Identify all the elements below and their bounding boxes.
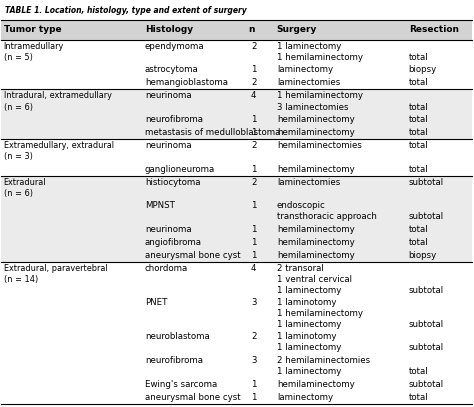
Text: subtotal: subtotal — [409, 177, 444, 187]
Text: 2 transoral
1 ventral cervical
1 laminectomy: 2 transoral 1 ventral cervical 1 laminec… — [277, 264, 352, 295]
Text: Resection: Resection — [409, 25, 459, 34]
Text: aneurysmal bone cyst: aneurysmal bone cyst — [145, 251, 241, 260]
Text: total: total — [409, 115, 428, 124]
Text: 1: 1 — [251, 201, 256, 210]
Text: Extramedullary, extradural
(n = 3): Extramedullary, extradural (n = 3) — [4, 141, 114, 161]
Text: 1: 1 — [251, 251, 256, 260]
Text: 2: 2 — [251, 141, 256, 150]
Text: biopsy: biopsy — [409, 66, 437, 74]
Text: total: total — [409, 128, 428, 137]
Text: total: total — [409, 42, 428, 62]
Text: hemilaminectomy: hemilaminectomy — [277, 225, 355, 234]
Text: chordoma: chordoma — [145, 264, 188, 273]
Text: Extradural, paravertebral
(n = 14): Extradural, paravertebral (n = 14) — [4, 264, 108, 284]
Text: total: total — [409, 79, 428, 88]
Text: neuroblastoma: neuroblastoma — [145, 333, 210, 341]
Text: neurinoma: neurinoma — [145, 92, 191, 101]
Text: subtotal: subtotal — [409, 298, 444, 329]
Text: 1 laminectomy
1 hemilaminectomy: 1 laminectomy 1 hemilaminectomy — [277, 42, 363, 62]
Text: biopsy: biopsy — [409, 251, 437, 260]
Bar — [1, 90, 472, 139]
Text: 4: 4 — [251, 264, 256, 273]
Text: 2: 2 — [251, 177, 256, 187]
Text: astrocytoma: astrocytoma — [145, 66, 199, 74]
Text: 1 laminotomy
1 laminectomy: 1 laminotomy 1 laminectomy — [277, 333, 341, 352]
Text: 1 hemilaminectomy
3 laminectomies: 1 hemilaminectomy 3 laminectomies — [277, 92, 363, 112]
Text: total: total — [409, 225, 428, 234]
Text: metastasis of medulloblastoma: metastasis of medulloblastoma — [145, 128, 280, 137]
Text: total: total — [409, 393, 428, 402]
Text: hemangioblastoma: hemangioblastoma — [145, 79, 228, 88]
Text: 1: 1 — [251, 380, 256, 389]
Text: 1: 1 — [251, 115, 256, 124]
Text: Surgery: Surgery — [277, 25, 317, 34]
Text: laminectomy: laminectomy — [277, 66, 333, 74]
Text: endoscopic
transthoracic approach: endoscopic transthoracic approach — [277, 201, 377, 221]
Text: Intradural, extramedullary
(n = 6): Intradural, extramedullary (n = 6) — [4, 92, 111, 112]
Text: hemilaminectomy: hemilaminectomy — [277, 251, 355, 260]
Text: neurinoma: neurinoma — [145, 141, 191, 150]
Text: neurinoma: neurinoma — [145, 225, 191, 234]
Text: Histology: Histology — [145, 25, 193, 34]
Text: histiocytoma: histiocytoma — [145, 177, 201, 187]
Text: 4: 4 — [251, 92, 256, 101]
Text: 1 laminotomy
1 hemilaminectomy
1 laminectomy: 1 laminotomy 1 hemilaminectomy 1 laminec… — [277, 298, 363, 329]
Text: 1: 1 — [251, 238, 256, 247]
Text: TABLE 1. Location, histology, type and extent of surgery: TABLE 1. Location, histology, type and e… — [5, 6, 246, 15]
Text: 2: 2 — [251, 333, 256, 341]
Bar — [1, 176, 472, 262]
Text: ependymoma: ependymoma — [145, 42, 205, 51]
Text: subtotal: subtotal — [409, 201, 444, 221]
Text: hemilaminectomy: hemilaminectomy — [277, 165, 355, 174]
Text: 1: 1 — [251, 128, 256, 137]
Text: subtotal: subtotal — [409, 333, 444, 352]
Text: n: n — [248, 25, 255, 34]
Text: 1: 1 — [251, 66, 256, 74]
Text: neurofibroma: neurofibroma — [145, 115, 203, 124]
Text: hemilaminectomy: hemilaminectomy — [277, 238, 355, 247]
Text: Intramedullary
(n = 5): Intramedullary (n = 5) — [4, 42, 64, 62]
Text: 1: 1 — [251, 393, 256, 402]
Text: 2 hemilaminectomies
1 laminectomy: 2 hemilaminectomies 1 laminectomy — [277, 356, 370, 376]
Text: hemilaminectomies: hemilaminectomies — [277, 141, 362, 150]
Text: total: total — [409, 356, 428, 376]
Text: hemilaminectomy: hemilaminectomy — [277, 115, 355, 124]
Text: PNET: PNET — [145, 298, 167, 307]
Text: subtotal: subtotal — [409, 264, 444, 295]
Text: Ewing's sarcoma: Ewing's sarcoma — [145, 380, 217, 389]
Text: ganglioneuroma: ganglioneuroma — [145, 165, 215, 174]
Text: 1: 1 — [251, 165, 256, 174]
Text: 3: 3 — [251, 356, 256, 365]
Text: subtotal: subtotal — [409, 380, 444, 389]
Text: 2: 2 — [251, 42, 256, 51]
Bar — [1, 20, 472, 40]
Text: total: total — [409, 238, 428, 247]
Text: angiofibroma: angiofibroma — [145, 238, 202, 247]
Text: laminectomies: laminectomies — [277, 79, 340, 88]
Text: 1: 1 — [251, 225, 256, 234]
Text: laminectomy: laminectomy — [277, 393, 333, 402]
Text: Tumor type: Tumor type — [4, 25, 61, 34]
Text: laminectomies: laminectomies — [277, 177, 340, 187]
Text: neurofibroma: neurofibroma — [145, 356, 203, 365]
Text: hemilaminectomy: hemilaminectomy — [277, 128, 355, 137]
Text: Extradural
(n = 6): Extradural (n = 6) — [4, 177, 46, 198]
Text: total: total — [409, 165, 428, 174]
Text: 2: 2 — [251, 79, 256, 88]
Text: MPNST: MPNST — [145, 201, 175, 210]
Text: total: total — [409, 92, 428, 112]
Text: 3: 3 — [251, 298, 256, 307]
Text: aneurysmal bone cyst: aneurysmal bone cyst — [145, 393, 241, 402]
Text: total: total — [409, 141, 428, 150]
Text: hemilaminectomy: hemilaminectomy — [277, 380, 355, 389]
